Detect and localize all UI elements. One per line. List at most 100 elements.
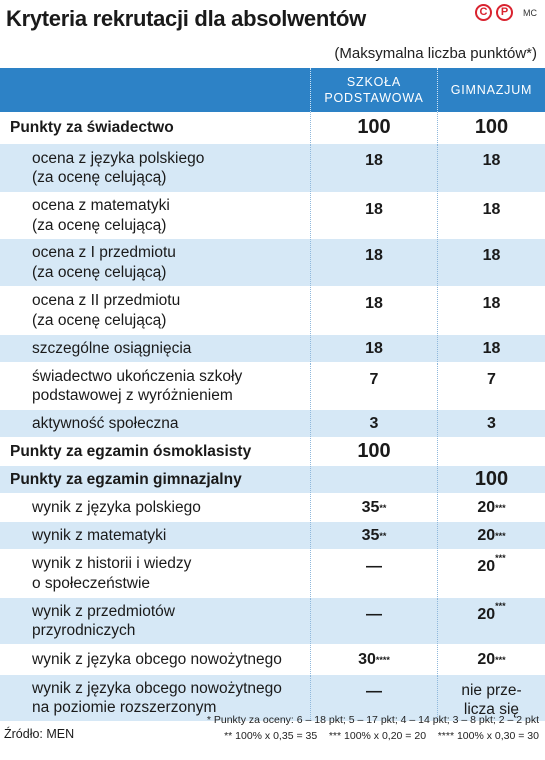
copyright-c-icon: C <box>475 4 492 21</box>
row-label: ocena z II przedmiotu (za ocenę celującą) <box>32 287 180 334</box>
value-number: 20 <box>477 498 496 516</box>
column-header-line: SZKOŁA <box>346 74 402 89</box>
source-label: Źródło: MEN <box>4 727 75 741</box>
publisher-p-icon: P <box>496 4 513 21</box>
table-row: wynik z języka polskiego 35 ** 20 *** <box>0 494 545 522</box>
row-label: świadectwo ukończenia szkoły podstawowej … <box>32 363 242 409</box>
row-label-line: wynik z języka obcego nowożytnego <box>32 679 282 697</box>
value-gimnazjum: 18 <box>437 239 545 286</box>
value-gimnazjum: 100 <box>437 466 545 493</box>
footnote-points: * Punkty za oceny: 6 – 18 pkt; 5 – 17 pk… <box>206 714 539 726</box>
value-gimnazjum <box>437 438 545 465</box>
row-label: Punkty za egzamin ósmoklasisty <box>10 442 252 460</box>
row-label-line: (za ocenę celującą) <box>32 169 167 186</box>
row-label: ocena z I przedmiotu (za ocenę celującą) <box>32 239 176 286</box>
table-row: wynik z matematyki 35 ** 20 *** <box>0 522 545 550</box>
row-label: wynik z matematyki <box>32 526 167 544</box>
row-label: Punkty za świadectwo <box>10 118 174 136</box>
value-gimnazjum: 3 <box>437 410 545 437</box>
value-szkola-podstawowa: 3 <box>310 410 437 437</box>
table-row: wynik z przedmiotów przyrodniczych — 20 **… <box>0 598 545 645</box>
value-gimnazjum: 18 <box>437 193 545 238</box>
table-row-section: Punkty za egzamin gimnazjalny 100 <box>0 466 545 494</box>
row-label: wynik z przedmiotów przyrodniczych <box>32 598 175 644</box>
value-gimnazjum: 20 *** <box>437 522 545 549</box>
value-number: 20 <box>477 650 496 668</box>
row-label-line: wynik z przedmiotów <box>32 602 175 620</box>
value-gimnazjum: 18 <box>437 335 545 362</box>
column-header-szkola-podstawowa: SZKOŁA PODSTAWOWA <box>310 68 437 112</box>
value-szkola-podstawowa: — <box>310 675 437 721</box>
value-szkola-podstawowa: 7 <box>310 363 437 409</box>
row-label-line: ocena z języka polskiego <box>32 149 205 167</box>
value-gimnazjum: 20 *** <box>437 494 545 521</box>
value-gimnazjum: 20 *** <box>437 645 545 674</box>
value-gimnazjum: 18 <box>437 287 545 334</box>
value-szkola-podstawowa: 18 <box>310 287 437 334</box>
row-label-line: ocena z I przedmiotu <box>32 244 176 262</box>
table-row: ocena z matematyki (za ocenę celującą) 18… <box>0 193 545 239</box>
value-gimnazjum: 18 <box>437 144 545 192</box>
row-label-line: (za ocenę celującą) <box>32 311 167 329</box>
value-number: 20 <box>477 558 496 575</box>
value-szkola-podstawowa: 100 <box>310 112 437 143</box>
row-label: wynik z języka obcego nowożytnego na pozi… <box>32 675 282 721</box>
publisher-logo: C P MC <box>475 4 537 21</box>
value-szkola-podstawowa: 18 <box>310 144 437 192</box>
value-szkola-podstawowa: — <box>310 550 437 597</box>
row-label-line: na poziomie rozszerzonym <box>32 699 217 716</box>
value-szkola-podstawowa: 18 <box>310 335 437 362</box>
value-gimnazjum: 20 *** <box>437 550 545 597</box>
row-label-line: (za ocenę celującą) <box>32 216 167 234</box>
value-szkola-podstawowa: 35 ** <box>310 522 437 549</box>
value-szkola-podstawowa: — <box>310 598 437 644</box>
row-label: szczególne osiągnięcia <box>32 339 192 357</box>
value-gimnazjum: 7 <box>437 363 545 409</box>
value-text-line: nie prze- <box>461 682 522 699</box>
row-label-line: ocena z II przedmiotu <box>32 292 181 310</box>
value-szkola-podstawowa: 18 <box>310 239 437 286</box>
table-row: ocena z II przedmiotu (za ocenę celującą)… <box>0 287 545 335</box>
column-header-line: PODSTAWOWA <box>324 91 424 105</box>
page-title: Kryteria rekrutacji dla absolwentów <box>6 6 366 31</box>
table-row: ocena z I przedmiotu (za ocenę celującą) … <box>0 239 545 287</box>
value-gimnazjum: 20 *** <box>437 598 545 644</box>
row-label-line: podstawowej z wyróżnieniem <box>32 387 233 404</box>
table-row-section: Punkty za świadectwo 100 100 <box>0 112 545 144</box>
table-row: wynik z języka obcego nowożytnego 30 ****… <box>0 645 545 675</box>
row-label: aktywność społeczna <box>32 414 179 432</box>
value-gimnazjum: 100 <box>437 112 545 143</box>
table-row: świadectwo ukończenia szkoły podstawowej … <box>0 363 545 410</box>
row-label: wynik z języka polskiego <box>32 498 201 516</box>
value-szkola-podstawowa: 35 ** <box>310 494 437 521</box>
criteria-table: Punkty za świadectwo 100 100 ocena z jęz… <box>0 112 545 722</box>
subtitle: (Maksymalna liczba punktów*) <box>334 45 537 62</box>
table-row: wynik z historii i wiedzy o społeczeństwi… <box>0 550 545 598</box>
author-credit: MC <box>523 7 537 18</box>
value-szkola-podstawowa: 100 <box>310 438 437 465</box>
table-row: szczególne osiągnięcia 18 18 <box>0 335 545 363</box>
value-szkola-podstawowa <box>310 466 437 493</box>
table-row: ocena z języka polskiego (za ocenę celują… <box>0 144 545 193</box>
row-label-line: świadectwo ukończenia szkoły <box>32 367 243 385</box>
table-row-section: Punkty za egzamin ósmoklasisty 100 <box>0 438 545 466</box>
value-number: 35 <box>361 498 380 516</box>
row-label-line: przyrodniczych <box>32 622 136 639</box>
table-header: SZKOŁA PODSTAWOWA GIMNAZJUM <box>0 68 545 112</box>
value-szkola-podstawowa: 18 <box>310 193 437 238</box>
value-number: 35 <box>361 526 380 544</box>
column-header-gimnazjum: GIMNAZJUM <box>437 68 545 112</box>
table-row: wynik z języka obcego nowożytnego na pozi… <box>0 675 545 722</box>
footnote-percent: ** 100% x 0,35 = 35 *** 100% x 0,20 = 20… <box>224 730 539 742</box>
value-number: 20 <box>477 606 496 623</box>
row-label: Punkty za egzamin gimnazjalny <box>10 470 242 488</box>
value-text-line: licza się <box>463 701 520 719</box>
row-label-line: o społeczeństwie <box>32 574 151 592</box>
row-label: ocena z języka polskiego (za ocenę celują… <box>32 144 204 192</box>
row-label: wynik z historii i wiedzy o społeczeństwi… <box>32 550 191 597</box>
value-number: 20 <box>477 526 496 544</box>
row-label: ocena z matematyki (za ocenę celującą) <box>32 193 170 238</box>
row-label: wynik z języka obcego nowożytnego <box>32 650 282 668</box>
row-label-line: (za ocenę celującą) <box>32 263 167 281</box>
value-gimnazjum: nie prze-licza się <box>437 675 545 721</box>
